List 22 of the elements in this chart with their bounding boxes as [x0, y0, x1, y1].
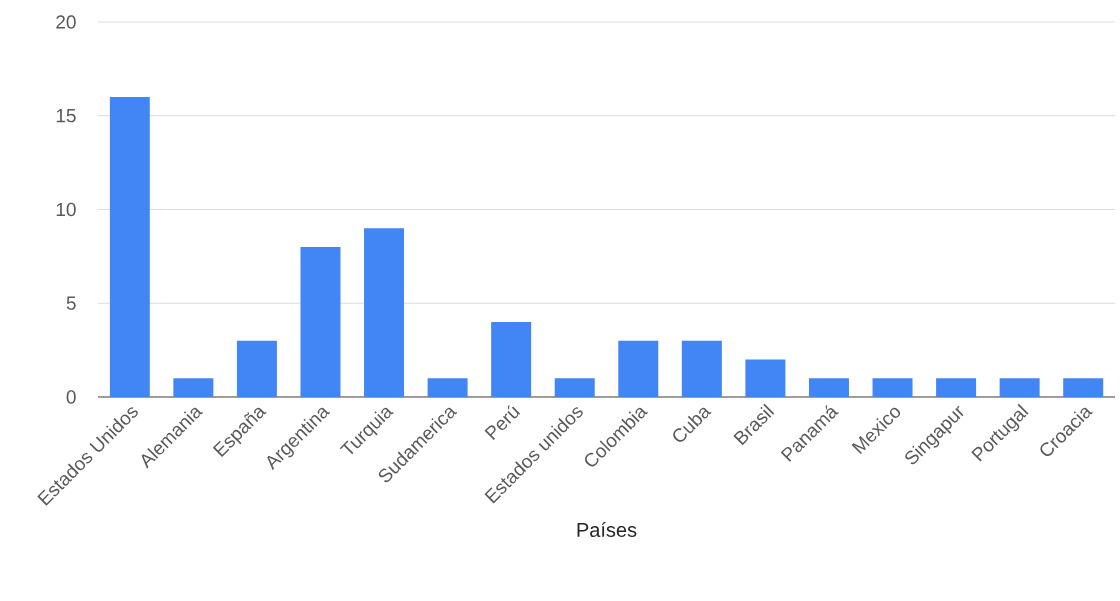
bar [491, 321, 532, 397]
y-tick-label: 5 [66, 296, 76, 310]
x-axis-title: Países [577, 522, 637, 537]
y-tick-label: 15 [56, 109, 76, 123]
bar [236, 340, 277, 397]
y-tick-label: 10 [56, 202, 76, 217]
bar [808, 378, 849, 397]
bar [173, 378, 214, 397]
bar [109, 96, 150, 397]
bar [872, 378, 913, 397]
y-tick-label: 0 [66, 390, 76, 404]
bar [554, 378, 595, 397]
bar [1063, 378, 1104, 397]
bar [364, 228, 405, 397]
bar [745, 359, 786, 397]
bar [618, 340, 659, 397]
bar [300, 246, 341, 397]
bar [427, 378, 468, 397]
bar [936, 378, 977, 397]
y-tick-label: 20 [56, 15, 76, 29]
bar [681, 340, 722, 397]
bar [999, 378, 1040, 397]
